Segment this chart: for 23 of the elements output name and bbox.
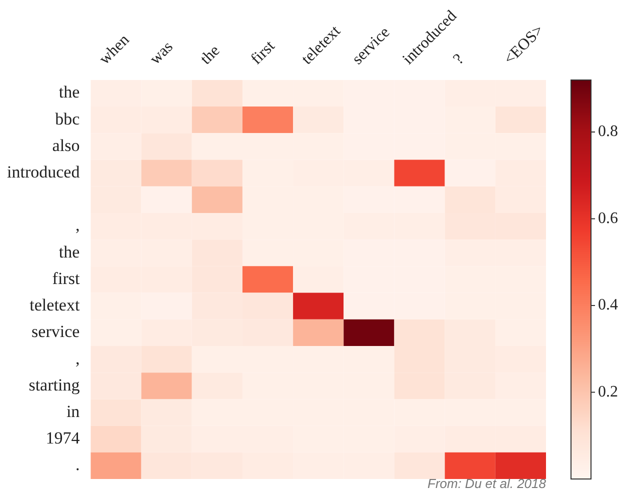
color-bar-label: 0.4	[598, 296, 618, 314]
annotation: From: Du et al. 2018	[428, 476, 547, 492]
y-tick-label: also	[52, 136, 80, 155]
y-tick-label: ,	[75, 216, 80, 235]
y-tick-label: .	[75, 455, 80, 474]
color-bar-label: 0.6	[598, 210, 618, 227]
x-tick-label: when	[96, 31, 133, 68]
x-tick-label: the	[197, 42, 224, 68]
y-tick-label: ,	[75, 348, 80, 368]
color-bar-label: 0.8	[598, 123, 618, 140]
y-tick-label: 1974	[46, 428, 80, 448]
y-tick-label: the	[58, 242, 80, 262]
y-tick-label: starting	[28, 375, 80, 394]
color-bar-label: 0.2	[598, 383, 618, 400]
x-tick-label: first	[248, 37, 279, 68]
y-tick-label: first	[52, 268, 80, 288]
y-tick-label: bbc	[55, 109, 80, 128]
x-tick-label: was	[146, 38, 176, 68]
y-tick-label: in	[66, 402, 80, 421]
y-tick-label: introduced	[6, 162, 80, 182]
y-tick-label: teletext	[30, 296, 80, 315]
y-tick-label: the	[58, 82, 80, 102]
y-tick-label: service	[32, 322, 80, 342]
